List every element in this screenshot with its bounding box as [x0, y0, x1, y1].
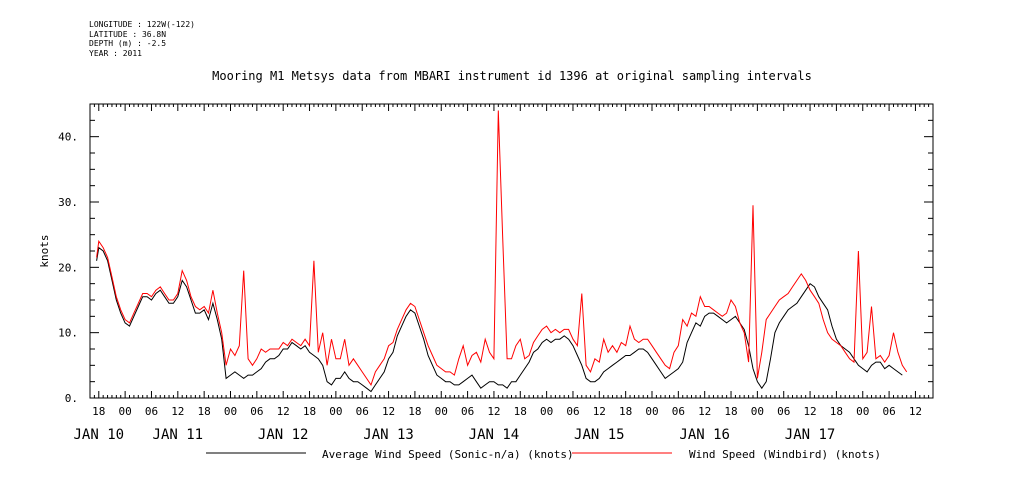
legend: Average Wind Speed (Sonic-n/a) (knots) Wi… — [206, 448, 881, 461]
x-tick-label: 00 — [645, 405, 658, 418]
x-tick-label: 18 — [303, 405, 316, 418]
x-tick-label: 06 — [250, 405, 263, 418]
x-tick-label: 12 — [487, 405, 500, 418]
x-tick-label: 00 — [856, 405, 869, 418]
x-tick-label: 18 — [92, 405, 105, 418]
x-tick-label: 18 — [724, 405, 737, 418]
x-tick-label: 12 — [803, 405, 816, 418]
x-day-label: JAN 10 — [73, 427, 124, 443]
y-axis-label: knots — [38, 234, 51, 267]
x-tick-label: 06 — [461, 405, 474, 418]
legend-label-sonic: Average Wind Speed (Sonic-n/a) (knots) — [322, 448, 574, 461]
legend-label-windbird: Wind Speed (Windbird) (knots) — [689, 448, 881, 461]
x-day-label: JAN 11 — [153, 427, 204, 443]
x-tick-label: 12 — [277, 405, 290, 418]
y-tick-label: 20. — [58, 261, 78, 274]
x-day-label: JAN 16 — [679, 427, 730, 443]
x-tick-label: 06 — [566, 405, 579, 418]
x-tick-label: 12 — [382, 405, 395, 418]
x-tick-label: 18 — [198, 405, 211, 418]
y-axis-ticks: 0. 10. 20. 30. 40. — [58, 103, 933, 405]
x-tick-label: 12 — [593, 405, 606, 418]
x-day-label: JAN 14 — [469, 427, 520, 443]
x-day-label: JAN 17 — [785, 427, 836, 443]
x-tick-label: 12 — [909, 405, 922, 418]
depth-text: DEPTH (m) : -2.5 — [89, 39, 167, 48]
series-lines — [96, 110, 908, 393]
y-tick-label: 40. — [58, 131, 78, 144]
x-tick-label: 18 — [514, 405, 527, 418]
x-tick-label: 00 — [435, 405, 448, 418]
x-tick-label: 18 — [408, 405, 421, 418]
series-line-sonic — [96, 246, 903, 393]
x-tick-label: 06 — [672, 405, 685, 418]
plot-frame — [89, 103, 934, 399]
x-tick-label: 12 — [171, 405, 184, 418]
x-axis-ticks: 18 00 06 12 18 00 06 12 18 00 06 12 18 00 06 12 18 00 06 12… — [73, 104, 934, 443]
y-tick-label: 30. — [58, 196, 78, 209]
x-day-label: JAN 13 — [363, 427, 414, 443]
x-day-label: JAN 12 — [258, 427, 309, 443]
x-tick-label: 00 — [540, 405, 553, 418]
longitude-text: LONGITUDE : 122W(-122) — [89, 20, 195, 29]
x-tick-label: 18 — [830, 405, 843, 418]
x-tick-label: 06 — [777, 405, 790, 418]
y-tick-label: 10. — [58, 327, 78, 340]
series-line-windbird — [96, 110, 908, 387]
x-day-label: JAN 15 — [574, 427, 625, 443]
x-tick-label: 06 — [882, 405, 895, 418]
x-tick-label: 00 — [751, 405, 764, 418]
latitude-text: LATITUDE : 36.8N — [89, 29, 167, 39]
x-tick-label: 06 — [145, 405, 158, 418]
x-tick-label: 00 — [119, 405, 132, 418]
y-tick-label: 0. — [65, 392, 78, 405]
chart-title: Mooring M1 Metsys data from MBARI instru… — [212, 69, 812, 83]
x-tick-label: 06 — [356, 405, 369, 418]
year-text: YEAR : 2011 — [89, 48, 142, 58]
x-tick-label: 18 — [619, 405, 632, 418]
metadata-block: LONGITUDE : 122W(-122) LATITUDE : 36.8N … — [89, 20, 195, 58]
x-tick-label: 00 — [224, 405, 237, 418]
x-tick-label: 12 — [698, 405, 711, 418]
x-tick-label: 00 — [329, 405, 342, 418]
